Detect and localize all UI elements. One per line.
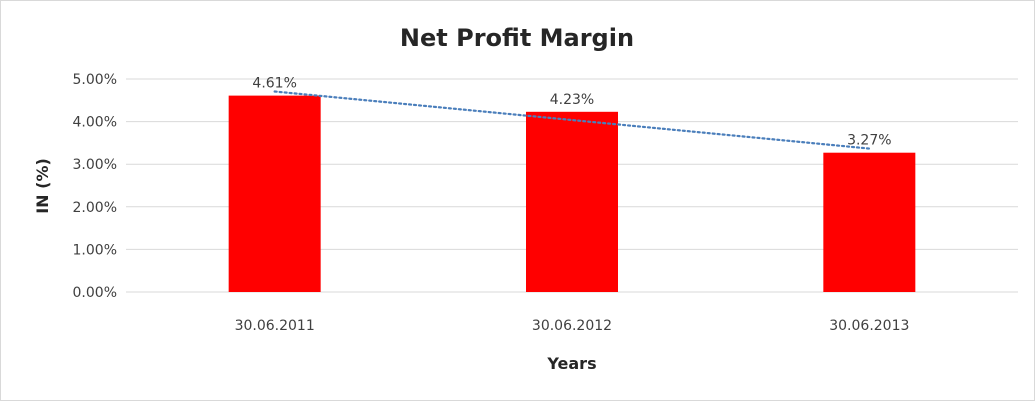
y-tick-label: 1.00%	[73, 242, 117, 258]
data-label: 3.27%	[847, 133, 891, 149]
y-tick-label: 2.00%	[73, 200, 117, 216]
bar	[228, 95, 321, 292]
y-tick-label: 5.00%	[73, 72, 117, 88]
bars	[228, 95, 916, 292]
trendline-group	[273, 90, 871, 150]
y-tick-label: 0.00%	[73, 285, 117, 301]
y-tick-label: 3.00%	[73, 157, 117, 173]
data-labels: 4.61% 4.23% 3.27%	[252, 76, 891, 149]
y-tick-label: 4.00%	[73, 115, 117, 131]
x-tick-label: 30.06.2012	[532, 318, 612, 334]
bar	[823, 152, 916, 292]
x-axis-ticks: 30.06.2011 30.06.2012 30.06.2013	[235, 318, 910, 334]
trendline	[273, 90, 871, 150]
data-label: 4.23%	[550, 92, 594, 108]
data-label: 4.61%	[252, 76, 296, 92]
chart-title: Net Profit Margin	[400, 24, 634, 52]
y-axis-title: IN (%)	[33, 158, 52, 214]
x-tick-label: 30.06.2013	[829, 318, 909, 334]
y-axis-ticks: 0.00% 1.00% 2.00% 3.00% 4.00% 5.00%	[73, 72, 117, 301]
x-axis-title: Years	[546, 354, 596, 373]
bar	[526, 111, 618, 292]
x-tick-label: 30.06.2011	[235, 318, 315, 334]
